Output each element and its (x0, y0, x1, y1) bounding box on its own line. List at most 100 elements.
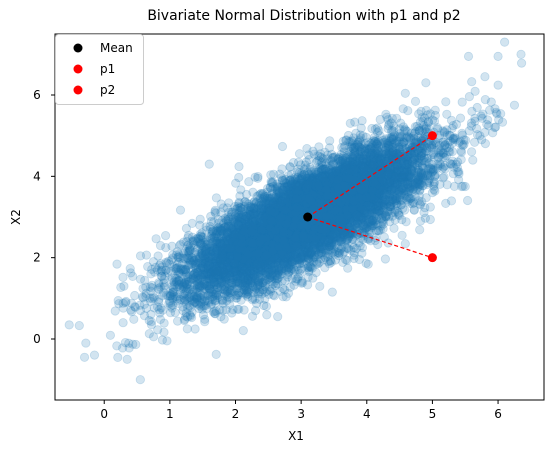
data-point (339, 216, 349, 227)
data-point (263, 196, 273, 206)
data-point (263, 217, 273, 227)
data-point (288, 223, 298, 233)
data-point (298, 183, 308, 193)
data-point (348, 198, 359, 208)
data-point (348, 207, 358, 217)
data-point (335, 164, 346, 174)
data-point (269, 243, 279, 254)
data-point (206, 252, 216, 262)
data-point (249, 217, 259, 227)
data-point (259, 233, 269, 243)
data-point (232, 233, 242, 243)
data-point (387, 151, 397, 161)
data-point (317, 161, 327, 171)
data-point (315, 241, 325, 251)
data-point (203, 260, 213, 270)
data-point (252, 243, 262, 253)
data-point (264, 265, 274, 275)
data-point (303, 192, 313, 202)
data-point (276, 222, 286, 232)
data-point (258, 285, 268, 295)
data-point (381, 195, 391, 205)
data-point (439, 141, 449, 151)
data-point (332, 227, 342, 237)
data-point (294, 149, 305, 159)
data-point (377, 166, 387, 176)
data-point (240, 231, 250, 241)
data-point (277, 227, 287, 237)
data-point (408, 179, 419, 190)
data-point (224, 227, 234, 237)
data-point (258, 254, 268, 264)
data-point (129, 314, 139, 324)
data-point (195, 274, 205, 284)
data-point (353, 187, 363, 197)
data-point (268, 241, 278, 251)
data-point (306, 204, 316, 214)
data-point (351, 197, 361, 207)
data-point (352, 192, 362, 202)
data-point (198, 242, 208, 252)
data-point (394, 165, 404, 175)
data-point (400, 88, 410, 98)
data-point (251, 264, 261, 274)
data-point (237, 239, 247, 249)
data-point (216, 273, 226, 284)
data-point (279, 248, 289, 258)
data-point (263, 208, 273, 218)
data-point (405, 141, 415, 151)
data-point (200, 269, 210, 279)
data-point (222, 268, 232, 278)
data-point (276, 195, 286, 205)
chart-title: Bivariate Normal Distribution with p1 an… (147, 8, 460, 24)
data-point (307, 202, 317, 212)
data-point (320, 240, 331, 251)
data-point (350, 216, 360, 226)
data-point (319, 193, 329, 203)
data-point (290, 216, 300, 226)
data-point (258, 234, 269, 244)
data-point (383, 121, 394, 131)
data-point (339, 203, 349, 213)
data-point (322, 227, 332, 237)
data-point (207, 299, 217, 309)
data-point (178, 284, 188, 294)
data-point (302, 201, 313, 211)
data-point (357, 185, 368, 195)
data-point (275, 234, 285, 244)
data-point (365, 150, 376, 160)
data-point (337, 179, 347, 189)
data-point (179, 282, 189, 292)
data-point (112, 259, 122, 269)
data-point (361, 157, 371, 167)
data-point (331, 221, 341, 231)
data-point (261, 247, 271, 257)
data-point (386, 169, 396, 179)
data-point (398, 162, 408, 172)
data-point (302, 175, 312, 185)
data-point (279, 261, 289, 271)
data-point (256, 248, 266, 258)
data-point (228, 238, 238, 248)
data-point (216, 250, 226, 260)
data-point (285, 239, 295, 249)
data-point (321, 171, 331, 182)
data-point (362, 193, 372, 203)
data-point (358, 194, 368, 204)
data-point (314, 212, 324, 222)
data-point (354, 194, 365, 204)
data-point (417, 113, 427, 123)
data-point (347, 191, 357, 201)
data-point (321, 229, 331, 239)
data-point (270, 196, 281, 206)
data-point (253, 245, 263, 255)
data-point (180, 277, 190, 287)
data-point (380, 145, 391, 155)
data-point (302, 202, 312, 212)
data-point (276, 250, 286, 260)
data-point (295, 205, 305, 215)
data-point (285, 231, 296, 241)
data-point (130, 290, 140, 301)
data-point (272, 210, 282, 220)
